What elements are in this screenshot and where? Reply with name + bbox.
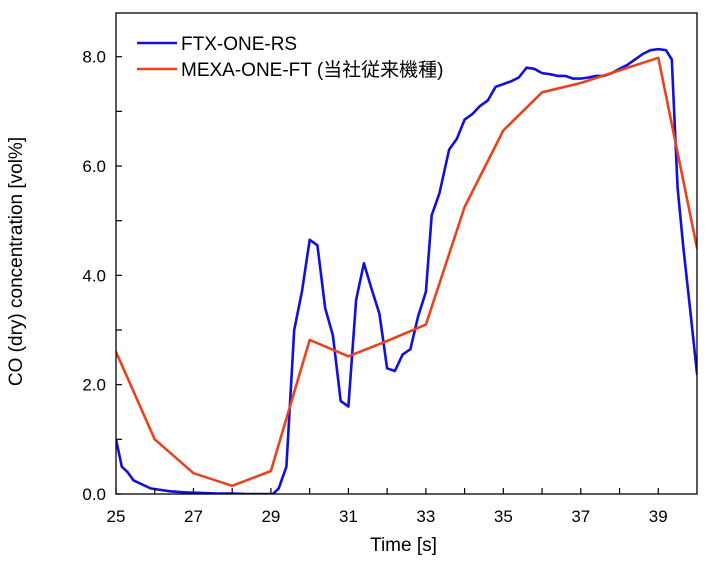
y-axis: 0.0 2.0 4.0 6.0 8.0 [82, 48, 122, 504]
series-line-1 [116, 47, 697, 494]
y-tick-label: 6.0 [82, 157, 106, 176]
legend: FTX-ONE-RS MEXA-ONE-FT (当社従来機種) [137, 34, 443, 81]
x-tick-label: 27 [184, 507, 203, 526]
x-tick-label: 29 [261, 507, 280, 526]
y-tick-label: 0.0 [82, 485, 106, 504]
x-tick-label: 31 [339, 507, 358, 526]
x-axis-title: Time [s] [370, 535, 437, 556]
y-tick-label: 2.0 [82, 376, 106, 395]
legend-label-2: MEXA-ONE-FT (当社従来機種) [181, 59, 443, 81]
y-tick-label: 8.0 [82, 48, 106, 67]
legend-label-1: FTX-ONE-RS [181, 34, 297, 55]
x-tick-label: 37 [571, 507, 590, 526]
x-tick-label: 39 [649, 507, 668, 526]
series-line-2 [116, 56, 697, 488]
y-tick-label: 4.0 [82, 266, 106, 285]
plot-area-frame [115, 12, 698, 495]
x-tick-label: 33 [416, 507, 435, 526]
x-tick-label: 25 [107, 507, 126, 526]
series-layer [116, 47, 697, 494]
y-axis-title: CO (dry) concentration [vol%] [6, 137, 27, 386]
x-tick-label: 35 [494, 507, 513, 526]
x-axis: 25 27 29 31 33 35 37 39 [107, 488, 668, 526]
